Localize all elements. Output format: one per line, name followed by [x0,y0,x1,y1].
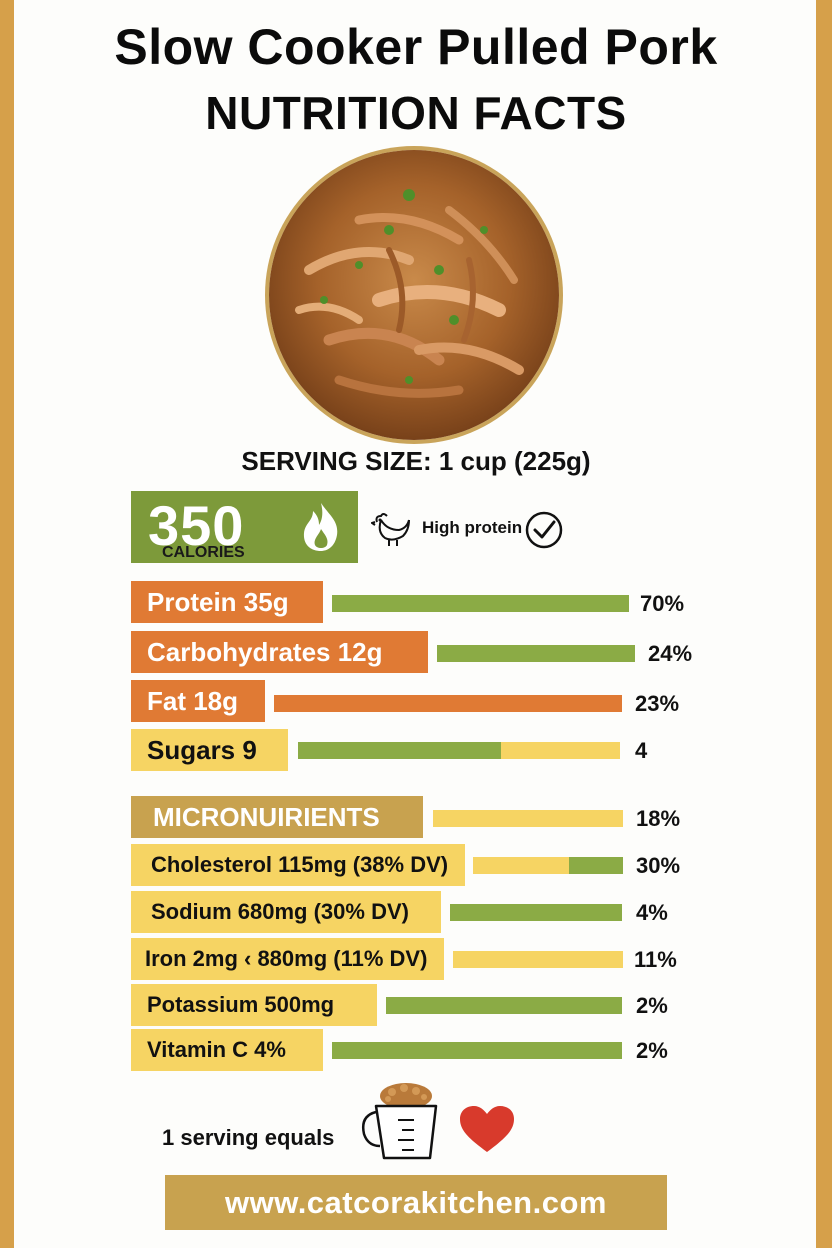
calories-value: 350 [148,494,245,557]
calories-label: CALORIES [162,544,245,561]
micronutrients-bar [433,810,623,827]
potassium-label: Potassium 500mg [131,984,377,1026]
vitamin-c-bar [332,1042,622,1059]
micronutrients-percent: 18% [636,806,681,831]
vitamin-c-label: Vitamin C 4% [131,1029,323,1071]
flame-icon [303,503,338,551]
website-footer[interactable]: www.catcorakitchen.com [165,1175,667,1230]
carbohydrates-bar [437,645,635,662]
calories-badge: 350 CALORIES [131,491,358,563]
sodium-label: Sodium 680mg (30% DV) [131,891,441,933]
potassium-percent: 2% [636,993,668,1018]
protein-label: Protein 35g [131,581,323,623]
sugars-value: 4 [635,738,648,763]
cholesterol-percent: 30% [636,853,681,878]
carbohydrates-label: Carbohydrates 12g [131,631,428,673]
high-protein-label: High protein [422,518,523,537]
check-circle-icon [525,511,563,549]
page-title: Slow Cooker Pulled Pork [114,19,718,75]
serving-size: SERVING SIZE: 1 cup (225g) [241,446,591,476]
fat-percent: 23% [635,691,680,716]
carbohydrates-percent: 24% [648,641,693,666]
sodium-bar [450,904,622,921]
page-subtitle: NUTRITION FACTS [205,87,627,139]
protein-bar [332,595,629,612]
chicken-icon [371,513,410,546]
iron-bar [453,951,623,968]
protein-percent: 70% [640,591,685,616]
fat-label: Fat 18g [131,680,265,722]
sugars-bar-track [298,742,620,759]
cholesterol-bar-fill [569,857,623,874]
cholesterol-bar-track [473,857,623,874]
measuring-cup-icon [362,1083,438,1160]
micronutrients-header: MICRONUIRIENTS [131,796,423,838]
sugars-bar-fill [298,742,501,759]
serving-equals-text: 1 serving equals [162,1125,335,1150]
sodium-percent: 4% [636,900,668,925]
cholesterol-label: Cholesterol 115mg (38% DV) [131,844,465,886]
sugars-label: Sugars 9 [131,729,288,771]
pulled-pork-photo [269,150,559,440]
iron-percent: 11% [634,947,677,972]
heart-icon [460,1106,514,1152]
potassium-bar [386,997,622,1014]
vitamin-c-percent: 2% [636,1038,668,1063]
fat-bar [274,695,622,712]
iron-label: Iron 2mg ‹ 880mg (11% DV) [131,938,444,980]
